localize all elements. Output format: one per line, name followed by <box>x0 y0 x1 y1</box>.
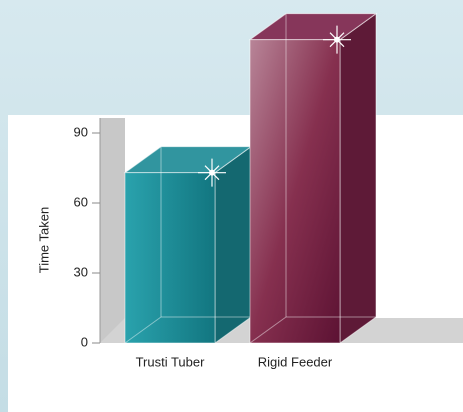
side-wall <box>100 118 125 343</box>
y-axis-label: Time Taken <box>36 207 51 273</box>
y-tick-label: 30 <box>74 264 88 279</box>
bar-side <box>214 145 252 344</box>
bar-side <box>339 12 377 344</box>
x-tick-label: Trusti Tuber <box>136 354 206 369</box>
bar-edge <box>124 316 162 344</box>
bar <box>249 39 341 344</box>
sparkle-core <box>334 36 340 43</box>
y-tick-label: 60 <box>74 194 88 209</box>
x-tick-label: Rigid Feeder <box>258 354 333 369</box>
bar-edge <box>249 316 287 344</box>
y-tick-label: 0 <box>81 334 88 349</box>
sparkle-core <box>209 169 215 176</box>
bar <box>124 172 216 344</box>
y-tick-label: 90 <box>74 124 88 139</box>
